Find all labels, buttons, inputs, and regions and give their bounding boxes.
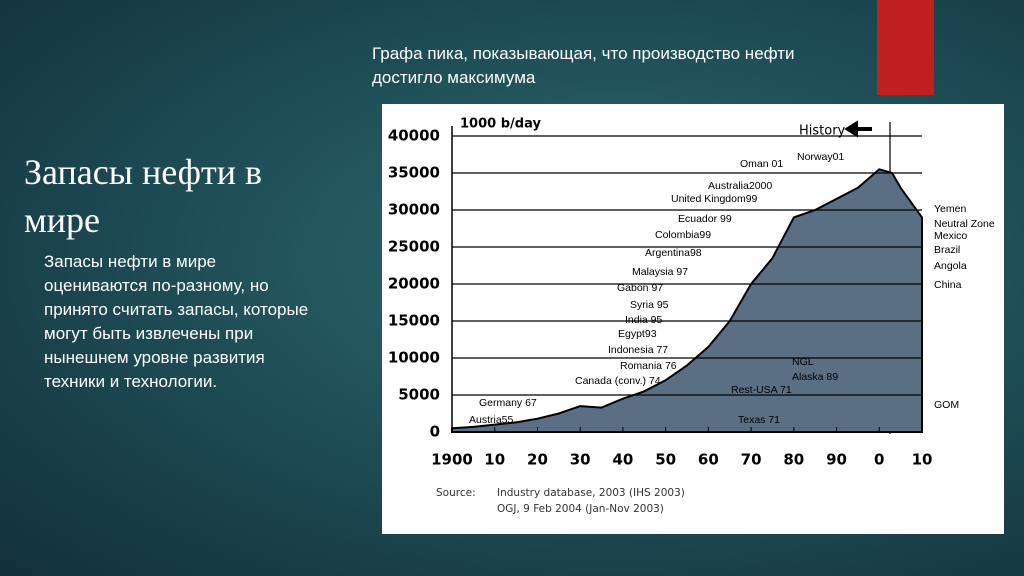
area [451, 168, 923, 433]
y-tick-label: 0 [430, 423, 440, 441]
x-tick-label: 30 [570, 451, 591, 469]
history-label: History [799, 124, 846, 139]
region-label: Norway01 [797, 151, 844, 163]
region-label: Yemen [934, 203, 966, 215]
region-label: Neutral Zone [934, 218, 995, 230]
y-tick-label: 35000 [388, 164, 440, 182]
x-tick-label: 20 [527, 451, 548, 469]
region-label: GOM [934, 399, 959, 411]
region-label: Romania 76 [620, 360, 677, 372]
source-text: OGJ, 9 Feb 2004 (Jan-Nov 2003) [497, 503, 664, 515]
region-label: Australia2000 [708, 180, 772, 192]
x-tick-label: 0 [874, 451, 884, 469]
region-label: Argentina98 [645, 247, 702, 259]
y-tick-label: 5000 [398, 386, 440, 404]
region-label: Egypt93 [618, 328, 657, 340]
y-tick-label: 10000 [388, 349, 440, 367]
x-tick-label: 70 [741, 451, 762, 469]
region-label: Angola [934, 260, 967, 272]
y-tick-label: 20000 [388, 275, 440, 293]
region-label: Texas 71 [738, 414, 780, 426]
x-tick-label: 90 [826, 451, 847, 469]
source-text: Industry database, 2003 (IHS 2003) [497, 487, 685, 499]
history-arrow [844, 120, 872, 138]
x-tick-label: 80 [783, 451, 804, 469]
chart: 1000 b/day History 0 5000 10000 15000 20000 2… [382, 104, 1004, 534]
region-label: Colombia99 [655, 229, 711, 241]
x-tick-label: 1900 [431, 451, 473, 469]
accent-bar [877, 0, 934, 95]
y-tick-label: 30000 [388, 201, 440, 219]
region-label: NGL [792, 356, 814, 368]
x-tick-label: 60 [698, 451, 719, 469]
region-label: Germany 67 [479, 397, 537, 409]
region-label: Ecuador 99 [678, 213, 732, 225]
region-label: Mexico [934, 230, 967, 242]
region-label: Indonesia 77 [608, 344, 668, 356]
chart-caption: Графа пика, показывающая, что производст… [372, 44, 795, 87]
y-tick-label: 25000 [388, 238, 440, 256]
region-label: United Kingdom99 [671, 193, 758, 205]
y-tick-label: 15000 [388, 312, 440, 330]
source-text: Source: [436, 487, 476, 499]
region-label: Oman 01 [740, 158, 783, 170]
y-tick-label: 40000 [388, 127, 440, 145]
slide-title: Запасы нефти в мире [24, 152, 262, 240]
region-label: India 95 [625, 314, 663, 326]
region-label: Gabon 97 [617, 282, 663, 294]
region-label: Rest-USA 71 [731, 384, 792, 396]
region-label: China [934, 279, 962, 291]
x-tick-label: 40 [612, 451, 633, 469]
region-label: Austria55 [469, 414, 514, 426]
x-tick-label: 10 [912, 451, 933, 469]
region-label: Brazil [934, 244, 960, 256]
region-label: Alaska 89 [792, 371, 838, 383]
y-axis-unit: 1000 b/day [460, 117, 541, 132]
region-label: Malaysia 97 [632, 266, 688, 278]
region-label: Syria 95 [630, 299, 669, 311]
slide-body: Запасы нефти в мире оцениваются по-разно… [44, 252, 309, 391]
x-tick-label: 10 [484, 451, 505, 469]
x-tick-label: 50 [655, 451, 676, 469]
region-label: Canada (conv.) 74 [575, 375, 661, 387]
